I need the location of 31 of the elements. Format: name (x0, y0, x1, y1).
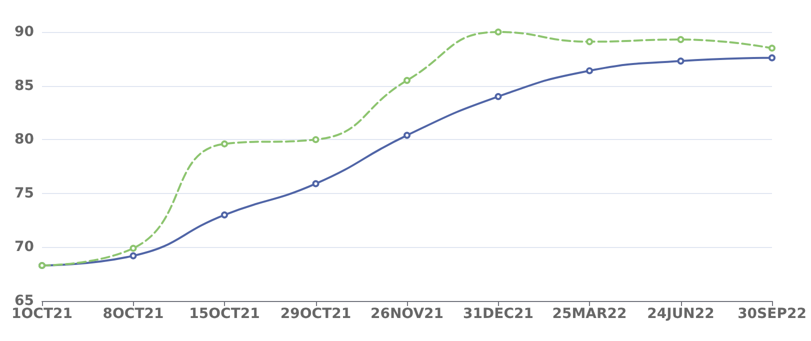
point (768, 54, 776, 62)
x-tick-label: 8OCT21 (102, 306, 164, 322)
x-tick-label: 31DEC21 (463, 306, 534, 322)
y-tick-label: 75 (14, 185, 34, 202)
y-tick-label: 90 (14, 24, 34, 40)
y-tick-label: 85 (14, 78, 34, 94)
point (221, 140, 228, 148)
x-tick-label: 25MAR22 (552, 306, 627, 322)
point (312, 136, 320, 144)
point (494, 28, 502, 36)
y-tick-label: 70 (14, 239, 34, 256)
point (221, 211, 228, 218)
point (404, 76, 410, 84)
point (677, 58, 684, 65)
x-tick-label: 29OCT21 (280, 306, 352, 322)
point (677, 36, 684, 44)
point (130, 244, 137, 252)
point (768, 44, 776, 52)
x-tick-label: 1OCT21 (12, 306, 72, 322)
point (404, 132, 410, 139)
x-tick-label: 24JUN22 (647, 306, 714, 322)
x-tick-label: 30SEP22 (738, 306, 806, 322)
x-tick-label: 15OCT21 (189, 306, 260, 322)
y-tick-label: 80 (14, 132, 34, 148)
point (494, 93, 502, 100)
point (586, 38, 593, 46)
x-tick-label: 26NOV21 (370, 306, 444, 322)
y-tick-label: 65 (14, 293, 34, 309)
point (586, 67, 593, 74)
point (312, 180, 320, 188)
point (130, 252, 137, 260)
